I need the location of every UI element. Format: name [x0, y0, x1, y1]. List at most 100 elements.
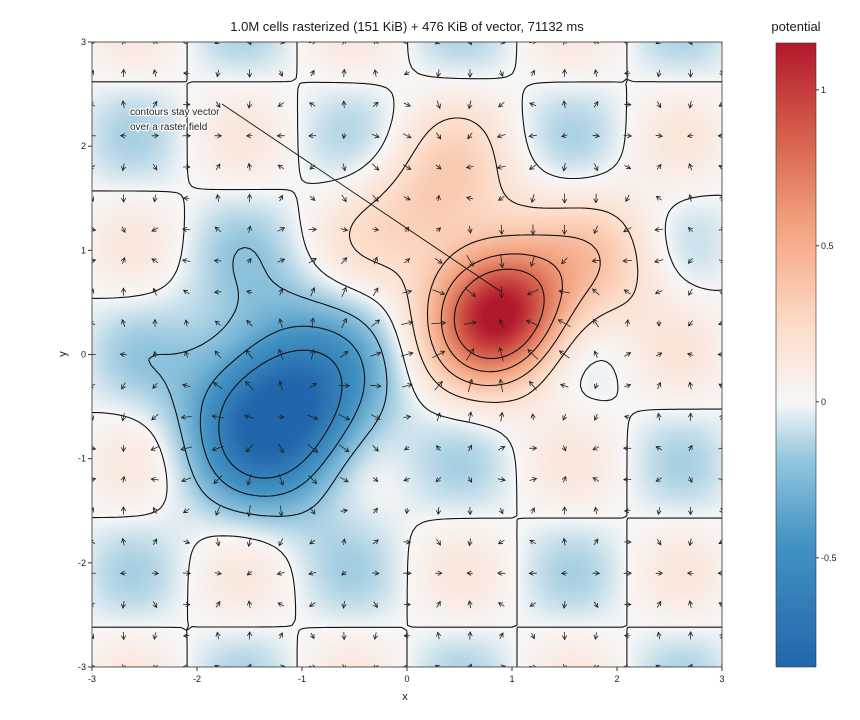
colorbar-tick-label: 0: [821, 397, 826, 407]
vector-arrow: [625, 194, 630, 203]
vector-arrow: [624, 164, 632, 170]
vector-arrow: [498, 70, 504, 77]
vector-arrow: [214, 133, 223, 139]
vector-arrow: [213, 258, 222, 264]
vector-arrow: [278, 505, 284, 517]
vector-arrow: [373, 601, 378, 609]
vector-arrow: [402, 664, 411, 667]
vector-arrow: [152, 163, 158, 171]
vector-arrow: [467, 631, 473, 640]
contour-level-0: [218, 349, 343, 479]
vector-arrow: [151, 133, 160, 139]
x-tick-label: 1: [509, 674, 514, 684]
vector-arrow: [561, 445, 567, 452]
vector-arrow: [561, 257, 568, 265]
vector-arrow: [370, 383, 382, 389]
vector-arrow: [308, 226, 318, 233]
vector-arrow: [656, 101, 662, 109]
vector-arrow: [623, 570, 633, 576]
vector-arrow: [276, 133, 285, 139]
vector-arrow: [467, 132, 473, 140]
vector-arrow: [215, 506, 221, 516]
vector-arrow: [432, 289, 446, 296]
vector-arrow: [119, 352, 127, 358]
vector-arrow: [152, 42, 159, 45]
vector-arrow: [656, 320, 662, 327]
vector-arrow: [214, 320, 221, 326]
vector-arrow: [529, 477, 538, 482]
vector-arrow: [624, 318, 630, 327]
vector-arrow: [373, 256, 378, 265]
vector-arrow: [496, 570, 506, 576]
vector-arrow: [119, 570, 127, 576]
vector-arrow: [593, 538, 599, 546]
vector-arrow: [656, 352, 663, 358]
vector-arrow: [467, 225, 473, 234]
vector-arrow: [467, 663, 472, 667]
vector-arrow: [121, 382, 126, 390]
y-tick-label: 0: [81, 350, 86, 360]
vector-arrow: [623, 70, 631, 76]
colorbar-gradient: [775, 42, 817, 668]
vector-arrow: [278, 473, 285, 486]
vector-arrow: [92, 196, 94, 202]
vector-arrow: [308, 382, 317, 389]
vector-arrow: [624, 539, 632, 545]
vector-arrow: [528, 380, 537, 391]
vector-arrow: [530, 69, 535, 77]
vector-arrow: [403, 70, 410, 75]
vector-arrow: [215, 631, 221, 640]
vector-arrow: [593, 664, 600, 667]
vector-arrow: [403, 102, 411, 107]
vector-arrow: [120, 475, 126, 483]
y-tick-label: -2: [78, 558, 86, 568]
vector-arrow: [404, 258, 411, 264]
vector-arrow: [622, 226, 632, 233]
vector-arrow: [309, 602, 316, 607]
vector-arrow: [246, 505, 252, 518]
x-tick-label: 3: [719, 674, 724, 684]
vector-arrow: [276, 570, 285, 576]
vector-arrow: [593, 506, 599, 515]
vector-arrow: [244, 414, 255, 420]
vector-arrow: [182, 195, 190, 201]
vector-arrow: [247, 162, 253, 171]
vector-arrow: [246, 473, 252, 486]
vector-arrow: [592, 318, 599, 328]
vector-arrow: [622, 258, 632, 264]
vector-arrow: [432, 350, 446, 359]
annotation-line-1: contours stay vector: [130, 107, 220, 118]
vector-arrow: [92, 507, 94, 513]
vector-arrow: [246, 537, 252, 548]
vector-arrow: [436, 445, 441, 452]
vector-arrow: [434, 257, 443, 264]
vector-arrow: [120, 445, 127, 453]
vector-arrow: [558, 289, 571, 295]
vector-arrow: [120, 68, 127, 78]
vector-arrow: [529, 539, 537, 545]
contour-level-3: [92, 42, 722, 667]
vector-arrow: [403, 539, 412, 545]
vector-arrow: [181, 477, 192, 483]
y-tick-label: -1: [78, 454, 86, 464]
vector-arrow: [215, 538, 221, 547]
vector-arrow: [526, 289, 539, 296]
vector-arrow: [246, 193, 253, 203]
vector-arrow: [687, 258, 693, 264]
vector-arrow: [151, 258, 159, 264]
vector-arrow: [431, 320, 447, 326]
x-tick-label: 0: [404, 674, 409, 684]
vector-arrow: [593, 225, 599, 235]
vector-arrow: [497, 195, 505, 201]
vector-arrow: [372, 226, 380, 232]
vector-arrow: [404, 508, 410, 515]
x-tick-label: -1: [298, 674, 306, 684]
vector-arrow: [529, 602, 537, 607]
vector-arrow: [309, 69, 315, 77]
vector-arrow: [498, 378, 504, 393]
vector-arrow: [467, 100, 473, 110]
vector-arrow: [592, 445, 600, 451]
vector-arrow: [718, 258, 722, 264]
vector-arrow: [211, 446, 224, 452]
